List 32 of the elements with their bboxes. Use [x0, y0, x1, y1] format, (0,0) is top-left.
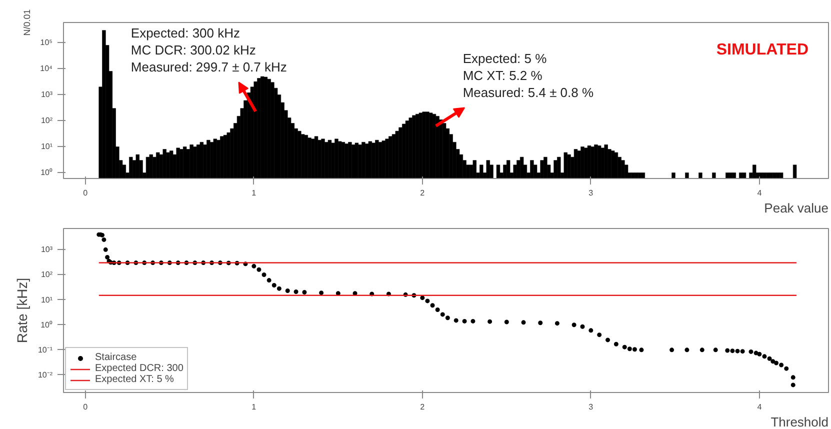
- y-axis-title: Rate [kHz]: [14, 278, 30, 344]
- y-tick-label: 10⁴: [40, 64, 54, 74]
- x-tick-label: 2: [420, 402, 426, 412]
- y-tick-label: 10³: [40, 90, 53, 100]
- y-tick-label: 10²: [40, 116, 53, 126]
- x-tick-label: 3: [588, 402, 594, 412]
- legend-label: Expected DCR: 300: [95, 363, 184, 374]
- x-tick-label: 4: [757, 188, 762, 198]
- y-tick-label: 10⁰: [40, 168, 53, 178]
- x-axis-title: Peak value: [764, 200, 829, 216]
- x-tick-label: 0: [83, 188, 88, 198]
- x-tick-label: 1: [252, 188, 257, 198]
- annotation: Expected: 5 % MC XT: 5.2 % Measured: 5.4 ± 0.8 %: [462, 50, 594, 100]
- y-tick-label: 10²: [40, 270, 53, 280]
- x-tick-label: 4: [757, 402, 762, 412]
- y-tick-label: 10³: [40, 245, 53, 254]
- y-tick-label: 10⁻¹: [38, 345, 53, 354]
- y-axis-title: N/0.01: [22, 9, 32, 36]
- y-tick-label: 10¹: [40, 295, 53, 304]
- annotation: Expected: 300 kHz MC DCR: 300.02 kHz Measured: 299.7 ± 0.7 kHz: [130, 25, 287, 74]
- x-tick-label: 2: [420, 188, 426, 198]
- y-tick-label: 10⁰: [40, 320, 53, 330]
- x-tick-label: 0: [83, 402, 88, 412]
- legend-label: Staircase: [95, 352, 137, 363]
- x-tick-label: 1: [252, 402, 257, 412]
- annotation: SIMULATED: [716, 42, 808, 58]
- y-tick-label: 10¹: [40, 142, 53, 152]
- x-tick-label: 3: [588, 188, 594, 198]
- y-tick-label: 10⁵: [40, 38, 53, 48]
- y-tick-label: 10⁻²: [38, 370, 53, 380]
- legend-label: Expected XT: 5 %: [95, 374, 174, 385]
- x-axis-title: Threshold: [770, 414, 829, 429]
